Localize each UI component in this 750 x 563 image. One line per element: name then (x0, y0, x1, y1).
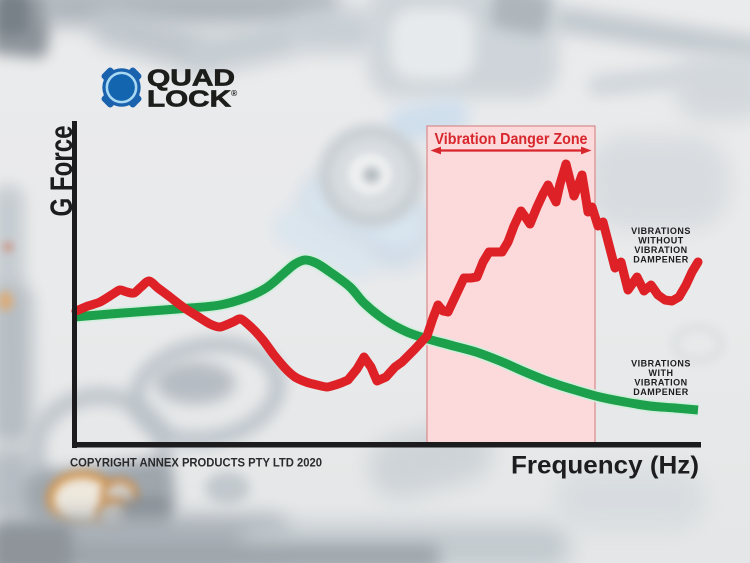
svg-text:G Force: G Force (43, 126, 79, 217)
svg-text:VIBRATION: VIBRATION (634, 245, 687, 255)
svg-text:WITH: WITH (649, 368, 674, 378)
svg-text:DAMPENER: DAMPENER (633, 387, 689, 397)
svg-text:®: ® (231, 88, 238, 98)
svg-text:LOCK: LOCK (147, 86, 231, 112)
svg-text:Vibration Danger Zone: Vibration Danger Zone (435, 131, 588, 148)
svg-text:DAMPENER: DAMPENER (633, 255, 689, 265)
svg-text:VIBRATION: VIBRATION (634, 378, 687, 388)
svg-text:COPYRIGHT ANNEX PRODUCTS PTY L: COPYRIGHT ANNEX PRODUCTS PTY LTD 2020 (70, 458, 322, 470)
svg-text:VIBRATIONS: VIBRATIONS (631, 359, 691, 369)
svg-text:Frequency (Hz): Frequency (Hz) (511, 452, 699, 480)
svg-text:QUAD: QUAD (147, 65, 235, 91)
svg-text:VIBRATIONS: VIBRATIONS (631, 226, 691, 236)
svg-text:WITHOUT: WITHOUT (638, 236, 684, 246)
